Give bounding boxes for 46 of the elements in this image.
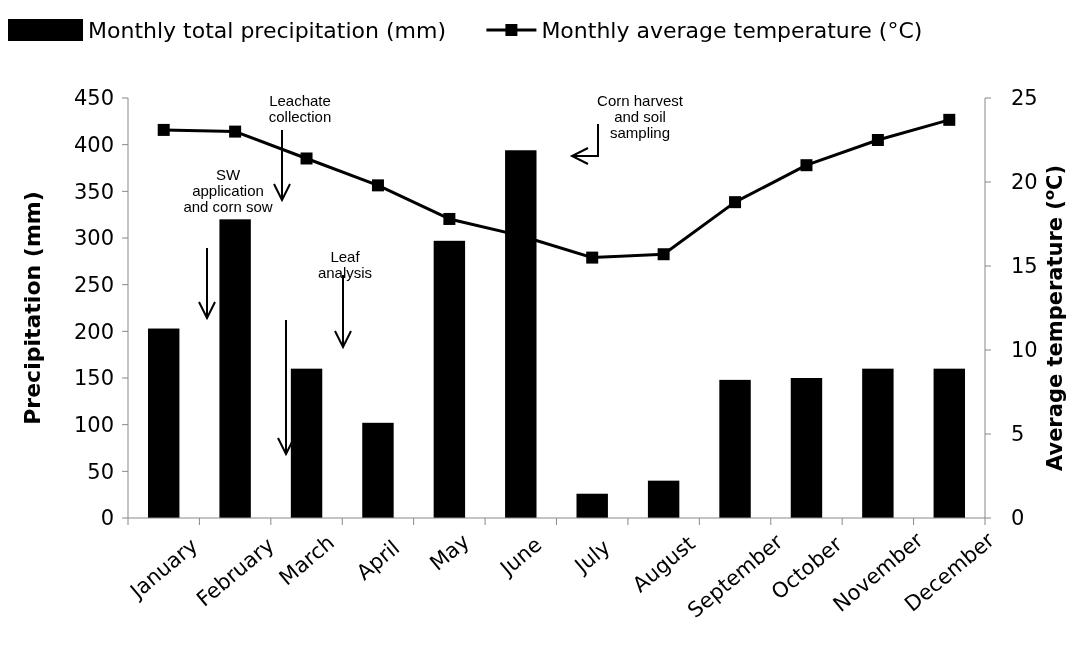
point: [229, 125, 242, 138]
y-tick-label: 0: [100, 506, 114, 531]
y-tick-label: 450: [73, 86, 114, 111]
legend-label: Monthly average temperature (°C): [541, 17, 923, 43]
point: [657, 248, 670, 261]
y2-tick-label: 20: [1011, 170, 1038, 195]
y-tick-label: 200: [73, 319, 114, 344]
annotation: Leaf analysis: [317, 248, 373, 281]
y2-tick-label: 25: [1011, 86, 1038, 111]
y2-tick-label: 5: [1011, 422, 1025, 447]
y2-tick-label: 15: [1011, 254, 1038, 279]
point: [800, 159, 813, 172]
point: [729, 196, 742, 209]
point: [871, 134, 884, 146]
bar: [219, 219, 251, 518]
y-axis-title: Precipitation (mm): [20, 191, 45, 425]
bar: [862, 368, 894, 518]
bar: [647, 480, 680, 518]
y-tick-label: 250: [73, 273, 114, 298]
point: [300, 152, 313, 165]
annotation: Leachate collection: [268, 92, 332, 125]
annotation: SW application and corn sow: [183, 166, 273, 215]
bar: [290, 368, 323, 518]
bar: [790, 378, 823, 518]
point: [943, 113, 956, 126]
y-tick-label: 300: [73, 226, 114, 251]
y2-tick-label: 0: [1011, 506, 1025, 531]
legend-label: Monthly total precipitation (mm): [88, 17, 446, 43]
bar: [933, 368, 965, 518]
y-tick-label: 150: [73, 366, 114, 391]
y-tick-label: 350: [73, 179, 114, 204]
point: [443, 212, 456, 225]
bar: [433, 240, 466, 518]
y-tick-label: 100: [73, 413, 114, 438]
point: [157, 123, 170, 136]
x-tick-label: May: [425, 529, 474, 576]
y-tick-label: 400: [73, 133, 114, 158]
y-tick-label: 50: [87, 459, 114, 484]
annotation: Corn harvest and soil sampling: [597, 92, 684, 141]
point: [371, 179, 384, 192]
y2-tick-label: 10: [1011, 338, 1038, 363]
bar: [362, 422, 394, 518]
bar: [148, 328, 180, 518]
bar: [576, 493, 608, 518]
bar: [719, 379, 751, 518]
point: [586, 251, 599, 264]
